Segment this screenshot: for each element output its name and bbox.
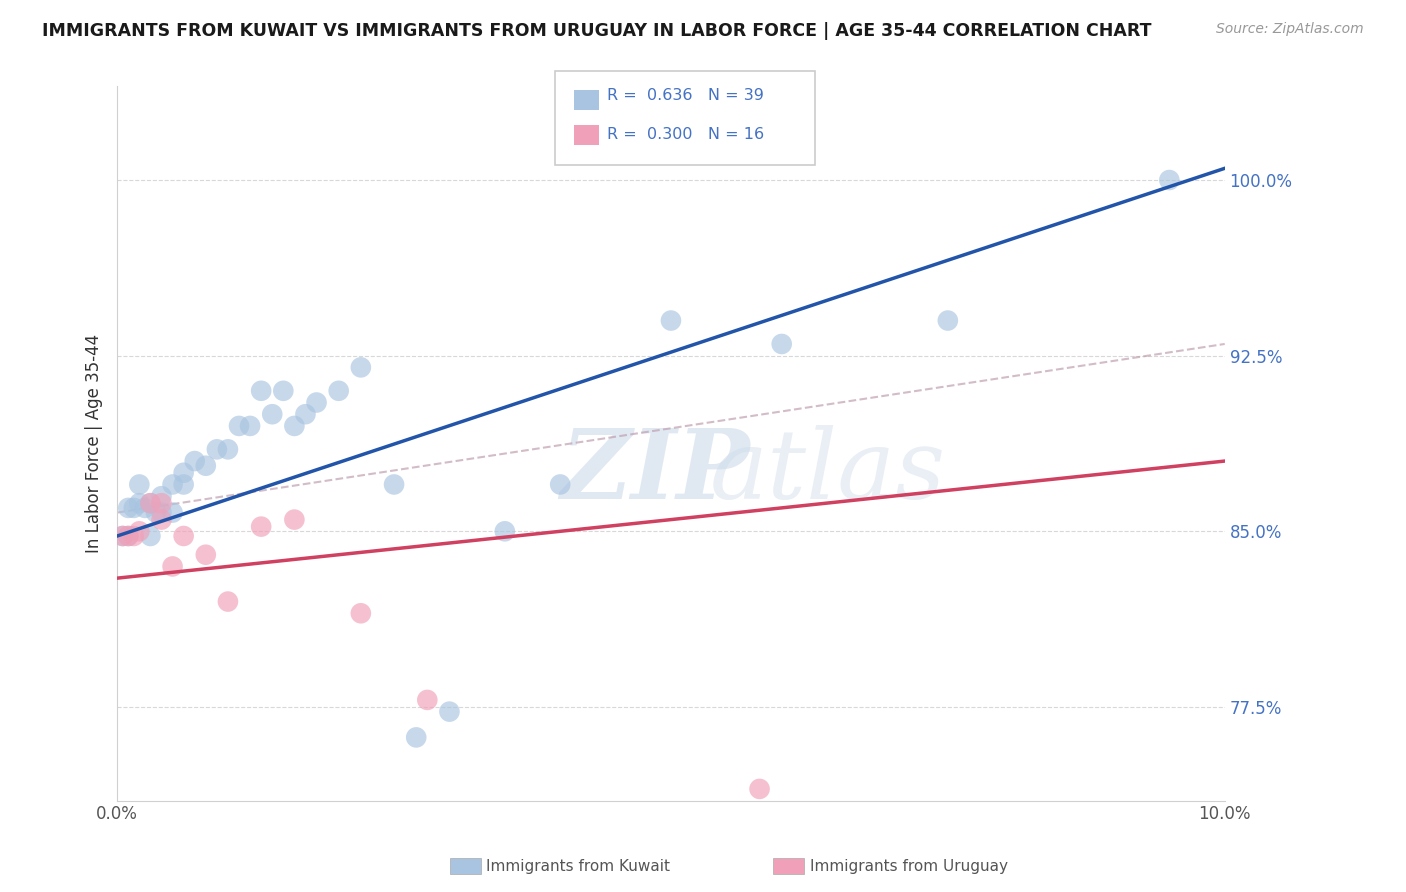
Point — [1159, 173, 1181, 187]
Point — [194, 548, 217, 562]
Point — [139, 529, 162, 543]
Point — [134, 500, 156, 515]
Point — [250, 519, 273, 533]
Y-axis label: In Labor Force | Age 35-44: In Labor Force | Age 35-44 — [86, 334, 103, 553]
Point — [250, 384, 273, 398]
Text: atlas: atlas — [710, 425, 946, 519]
Point — [305, 395, 328, 409]
Text: R =  0.300   N = 16: R = 0.300 N = 16 — [607, 128, 765, 142]
Point — [150, 496, 173, 510]
Point — [162, 506, 184, 520]
Point — [283, 418, 305, 433]
Point — [122, 529, 145, 543]
Point — [439, 705, 461, 719]
Point — [128, 477, 150, 491]
Point — [659, 313, 682, 327]
Point — [350, 360, 373, 375]
Point — [145, 506, 167, 520]
Point — [150, 506, 173, 520]
Text: R =  0.636   N = 39: R = 0.636 N = 39 — [607, 88, 765, 103]
Point — [117, 529, 139, 543]
Point — [273, 384, 295, 398]
Point — [128, 496, 150, 510]
Text: IMMIGRANTS FROM KUWAIT VS IMMIGRANTS FROM URUGUAY IN LABOR FORCE | AGE 35-44 COR: IMMIGRANTS FROM KUWAIT VS IMMIGRANTS FRO… — [42, 22, 1152, 40]
Point — [283, 513, 305, 527]
Point — [770, 337, 793, 351]
Point — [150, 489, 173, 503]
Point — [405, 731, 427, 745]
Point — [194, 458, 217, 473]
Point — [205, 442, 228, 457]
Point — [139, 496, 162, 510]
Point — [328, 384, 350, 398]
Point — [748, 781, 770, 796]
Point — [111, 529, 134, 543]
Text: Source: ZipAtlas.com: Source: ZipAtlas.com — [1216, 22, 1364, 37]
Point — [294, 407, 316, 421]
Point — [548, 477, 571, 491]
Point — [217, 594, 239, 608]
Point — [217, 442, 239, 457]
Point — [382, 477, 405, 491]
Point — [936, 313, 959, 327]
Text: ZIP: ZIP — [560, 425, 749, 519]
Text: Immigrants from Kuwait: Immigrants from Kuwait — [486, 859, 671, 873]
Point — [173, 466, 195, 480]
Point — [173, 529, 195, 543]
Point — [117, 529, 139, 543]
Point — [173, 477, 195, 491]
Point — [128, 524, 150, 539]
Point — [122, 500, 145, 515]
Point — [162, 559, 184, 574]
Text: Immigrants from Uruguay: Immigrants from Uruguay — [810, 859, 1008, 873]
Point — [416, 693, 439, 707]
Point — [228, 418, 250, 433]
Point — [111, 529, 134, 543]
Point — [183, 454, 205, 468]
Point — [262, 407, 284, 421]
Point — [117, 500, 139, 515]
Point — [139, 496, 162, 510]
Point — [350, 607, 373, 621]
Point — [150, 513, 173, 527]
Point — [494, 524, 516, 539]
Point — [162, 477, 184, 491]
Point — [239, 418, 262, 433]
